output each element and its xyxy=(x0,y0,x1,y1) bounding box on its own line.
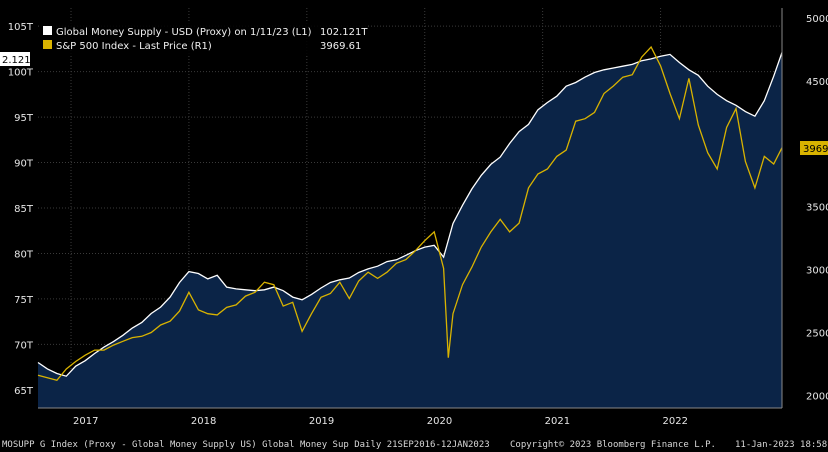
y-right-tick-label: 5000 xyxy=(806,14,828,25)
legend-label-money-supply: Global Money Supply - USD (Proxy) on 1/1… xyxy=(56,27,312,38)
legend-label-sp500: S&P 500 Index - Last Price (R1) xyxy=(56,41,212,52)
right-value-marker: 3969 xyxy=(803,144,828,155)
x-tick-label: 2022 xyxy=(663,416,688,427)
y-left-tick-label: 65T xyxy=(14,386,34,397)
left-value-marker: 2.121T xyxy=(2,55,38,66)
legend-value-money-supply: 102.121T xyxy=(320,27,368,38)
x-tick-label: 2017 xyxy=(73,416,98,427)
left-value-marker-box xyxy=(0,52,30,66)
money-supply-area xyxy=(38,52,782,408)
footer: MOSUPP G Index (Proxy - Global Money Sup… xyxy=(2,440,827,450)
footer-right: 11-Jan-2023 18:58 xyxy=(735,440,827,450)
value-markers: 2.121T 3969 xyxy=(0,52,828,155)
legend: Global Money Supply - USD (Proxy) on 1/1… xyxy=(40,21,368,54)
money-supply-line xyxy=(37,52,783,377)
y-right-tick-label: 4500 xyxy=(806,77,828,88)
axes: 65T 70T 75T 80T 85T 90T 95T 100T 105T 2000 2500 300… xyxy=(8,8,828,427)
x-tick-label: 2019 xyxy=(309,416,334,427)
y-right-tick-label: 2500 xyxy=(806,329,828,340)
y-left-tick-label: 90T xyxy=(14,159,34,170)
x-tick-label: 2021 xyxy=(545,416,570,427)
y-left-tick-label: 75T xyxy=(14,295,34,306)
x-tick-label: 2020 xyxy=(427,416,452,427)
y-right-tick-label: 3000 xyxy=(806,266,828,277)
legend-background xyxy=(40,21,367,54)
legend-swatch-sp500 xyxy=(43,40,52,49)
y-left-tick-label: 95T xyxy=(14,113,34,124)
right-value-marker-box xyxy=(800,141,828,155)
y-right-tick-label: 3500 xyxy=(806,203,828,214)
x-tick-label: 2018 xyxy=(191,416,216,427)
legend-swatch-money-supply xyxy=(43,26,52,35)
y-left-tick-label: 100T xyxy=(8,68,34,79)
y-left-tick-label: 85T xyxy=(14,204,34,215)
footer-left: MOSUPP G Index (Proxy - Global Money Sup… xyxy=(2,440,490,450)
y-left-tick-label: 80T xyxy=(14,249,34,260)
y-right-tick-label: 2000 xyxy=(806,391,828,402)
sp500-line xyxy=(37,45,783,382)
footer-center: Copyright© 2023 Bloomberg Finance L.P. xyxy=(510,440,716,450)
y-left-tick-label: 70T xyxy=(14,340,34,351)
legend-value-sp500: 3969.61 xyxy=(320,41,361,52)
y-left-tick-label: 105T xyxy=(8,22,34,33)
